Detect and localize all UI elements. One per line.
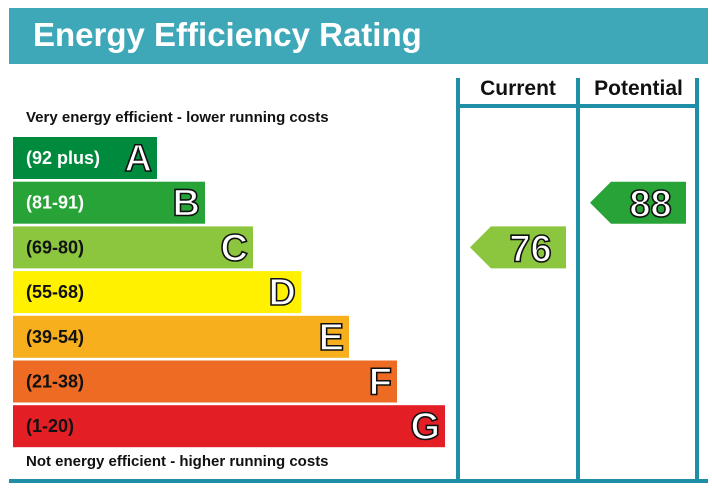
band-letter-c: C	[221, 227, 248, 269]
column-divider-2	[695, 78, 699, 482]
potential-score-arrow	[590, 181, 686, 224]
potential-column-header: Potential	[594, 77, 683, 100]
current-score-arrow	[470, 226, 566, 269]
band-range-e: (39-54)	[26, 327, 84, 347]
potential-score-value: 88	[629, 184, 671, 226]
column-divider-0	[456, 78, 460, 482]
band-bar-d	[13, 271, 301, 314]
band-letter-b: B	[173, 183, 200, 225]
band-range-a: (92 plus)	[26, 148, 100, 168]
top-caption: Very energy efficient - lower running co…	[26, 109, 329, 126]
band-range-b: (81-91)	[26, 193, 84, 213]
band-bar-g	[13, 405, 445, 448]
band-range-g: (1-20)	[26, 416, 74, 436]
bottom-caption: Not energy efficient - higher running co…	[26, 453, 329, 470]
band-bar-b	[13, 181, 205, 224]
band-range-c: (69-80)	[26, 237, 84, 257]
band-bar-c	[13, 226, 253, 269]
band-range-d: (55-68)	[26, 282, 84, 302]
band-letter-f: F	[369, 362, 392, 404]
column-header-rule	[456, 104, 699, 108]
band-range-f: (21-38)	[26, 372, 84, 392]
current-column-header: Current	[480, 77, 556, 100]
chart-title: Energy Efficiency Rating	[33, 16, 422, 53]
current-score-value: 76	[509, 228, 551, 270]
band-letter-d: D	[269, 272, 296, 314]
band-bar-e	[13, 315, 349, 358]
column-divider-1	[576, 78, 580, 482]
band-letter-a: A	[125, 138, 152, 180]
band-letter-e: E	[319, 317, 344, 359]
band-bar-f	[13, 360, 397, 403]
header-bar	[9, 8, 708, 64]
band-letter-g: G	[410, 406, 440, 448]
band-bar-a	[13, 137, 157, 179]
chart-bottom-rule	[9, 479, 708, 483]
